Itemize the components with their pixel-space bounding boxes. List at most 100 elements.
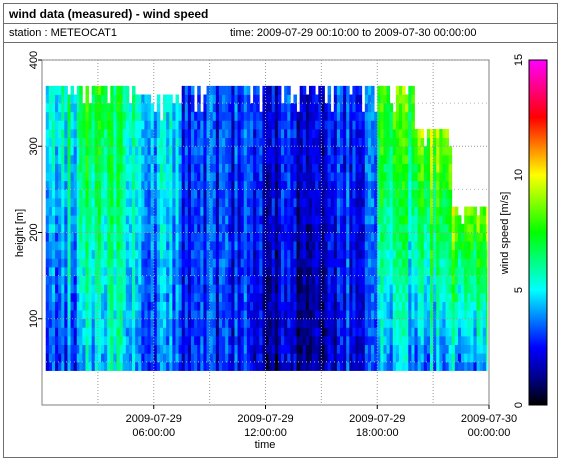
heatmap-cell (377, 223, 381, 233)
heatmap-cell (116, 327, 120, 337)
heatmap-cell (215, 275, 220, 285)
heatmap-cell (172, 284, 176, 294)
heatmap-cell (386, 353, 391, 363)
heatmap-cell (172, 137, 176, 147)
heatmap-cell (141, 292, 145, 302)
heatmap-cell (380, 301, 384, 311)
heatmap-cell (402, 120, 406, 130)
heatmap-cell (268, 180, 273, 190)
heatmap-cell (222, 198, 226, 208)
heatmap-cell (349, 111, 353, 121)
heatmap-cell (200, 180, 204, 190)
heatmap-cell (79, 284, 83, 294)
heatmap-cell (144, 232, 148, 242)
heatmap-cell (352, 353, 356, 363)
heatmap-cell (343, 318, 347, 328)
heatmap-cell (64, 94, 68, 104)
heatmap-cell (70, 111, 75, 121)
heatmap-cell (249, 163, 254, 173)
heatmap-cell (395, 344, 400, 354)
heatmap-cell (299, 103, 304, 113)
heatmap-cell (464, 258, 468, 268)
heatmap-cell (70, 249, 75, 259)
heatmap-cell (281, 275, 285, 285)
heatmap-cell (383, 146, 387, 156)
heatmap-cell (215, 223, 220, 233)
heatmap-cell (156, 163, 161, 173)
heatmap-cell (302, 154, 307, 164)
heatmap-cell (433, 154, 437, 164)
heatmap-cell (104, 85, 108, 95)
heatmap-cell (277, 318, 282, 328)
heatmap-cell (91, 198, 96, 208)
heatmap-cell (386, 111, 391, 121)
heatmap-cell (299, 292, 304, 302)
heatmap-cell (169, 249, 173, 259)
heatmap-cell (336, 284, 341, 294)
heatmap-cell (51, 172, 56, 182)
heatmap-cell (116, 223, 120, 233)
heatmap-cell (448, 284, 453, 294)
heatmap-cell (445, 327, 450, 337)
heatmap-cell (380, 94, 384, 104)
heatmap-cell (293, 318, 297, 328)
heatmap-cell (100, 292, 105, 302)
heatmap-cell (138, 353, 142, 363)
heatmap-cell (104, 215, 108, 225)
heatmap-cell (420, 327, 425, 337)
heatmap-cell (138, 301, 142, 311)
heatmap-cell (296, 241, 301, 251)
heatmap-cell (166, 249, 170, 259)
heatmap-cell (411, 111, 415, 121)
heatmap-cell (150, 223, 155, 233)
heatmap-cell (100, 111, 105, 121)
heatmap-cell (85, 284, 89, 294)
heatmap-cell (352, 292, 356, 302)
heatmap-cell (302, 129, 307, 139)
heatmap-cell (361, 327, 366, 337)
heatmap-cell (405, 206, 409, 216)
heatmap-cell (100, 129, 105, 139)
heatmap-cell (222, 146, 226, 156)
heatmap-cell (163, 258, 167, 268)
heatmap-cell (380, 275, 384, 285)
heatmap-cell (470, 223, 474, 233)
heatmap-cell (346, 318, 350, 328)
heatmap-cell (371, 111, 375, 121)
heatmap-cell (128, 249, 133, 259)
heatmap-cell (169, 154, 173, 164)
heatmap-cell (61, 94, 65, 104)
heatmap-cell (346, 163, 350, 173)
heatmap-cell (296, 206, 301, 216)
heatmap-cell (352, 172, 356, 182)
heatmap-cell (94, 189, 99, 199)
heatmap-cell (240, 180, 245, 190)
heatmap-cell (163, 327, 167, 337)
heatmap-cell (212, 258, 217, 268)
heatmap-cell (479, 206, 484, 216)
heatmap-cell (470, 215, 474, 225)
heatmap-cell (380, 198, 384, 208)
heatmap-cell (398, 284, 403, 294)
heatmap-cell (405, 327, 409, 337)
heatmap-cell (398, 137, 403, 147)
heatmap-cell (132, 129, 136, 139)
heatmap-cell (166, 292, 170, 302)
heatmap-cell (265, 361, 269, 371)
heatmap-cell (45, 180, 50, 190)
heatmap-cell (253, 111, 257, 121)
heatmap-cell (256, 361, 260, 371)
heatmap-cell (340, 94, 344, 104)
heatmap-cell (94, 232, 99, 242)
heatmap-cell (225, 154, 229, 164)
heatmap-cell (259, 267, 263, 277)
heatmap-cell (358, 189, 363, 199)
heatmap-cell (256, 310, 260, 320)
heatmap-cell (262, 327, 266, 337)
heatmap-cell (442, 284, 446, 294)
heatmap-cell (45, 336, 50, 346)
heatmap-cell (178, 215, 183, 225)
heatmap-cell (147, 189, 152, 199)
heatmap-cell (138, 120, 142, 130)
heatmap-cell (327, 223, 332, 233)
